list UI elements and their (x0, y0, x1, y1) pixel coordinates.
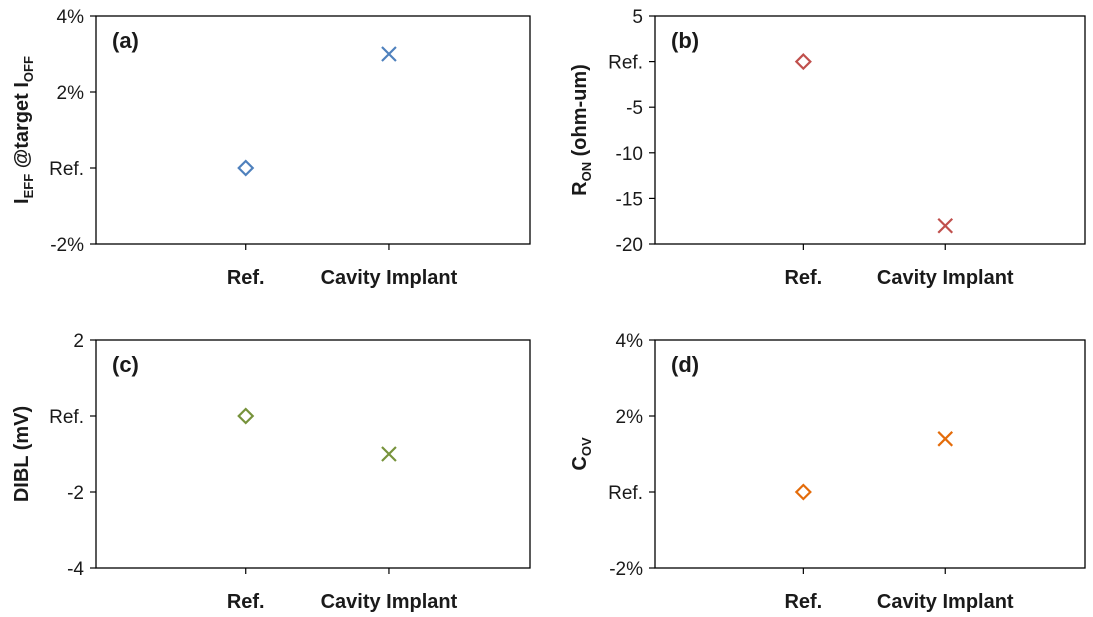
y-tick-label: 2% (57, 83, 85, 104)
y-tick-label: -4 (67, 559, 84, 580)
y-axis-label-part: (ohm-um) (569, 64, 591, 162)
y-tick-label: Ref. (608, 53, 643, 74)
x-category-label: Ref. (784, 591, 822, 613)
y-tick-label: -2 (67, 483, 84, 504)
data-point-ref-diamond (794, 53, 812, 71)
y-axis-label: DIBL (mV) (11, 406, 33, 502)
y-tick-label: 4% (57, 7, 85, 28)
y-tick-label: -20 (616, 235, 643, 256)
panel-label: (d) (671, 352, 699, 377)
x-category-label: Ref. (227, 591, 265, 613)
panel-label: (b) (671, 28, 699, 53)
y-tick-label: 2% (616, 407, 644, 428)
data-point-ref-diamond (237, 407, 255, 425)
y-tick-label: -10 (616, 144, 643, 165)
y-axis-label-part: I (11, 198, 33, 204)
y-tick-label: -15 (616, 189, 643, 210)
y-axis-label-part: DIBL (mV) (11, 406, 33, 502)
y-axis-label-subscript: ON (579, 162, 594, 182)
data-point-cavity-x (381, 46, 397, 62)
x-category-label: Ref. (227, 267, 265, 289)
x-category-label: Cavity Implant (321, 267, 458, 289)
plot-frame (95, 339, 531, 569)
y-tick-label: 2 (73, 331, 84, 352)
y-tick-label: -5 (626, 98, 643, 119)
data-point-ref-diamond (794, 483, 812, 501)
y-axis-label: RON (ohm-um) (569, 64, 594, 196)
plot-frame (654, 15, 1086, 245)
y-tick-label: Ref. (49, 407, 84, 428)
panel-label: (c) (112, 352, 139, 377)
y-axis-label-subscript: EFF (21, 174, 36, 199)
y-tick-label: -2% (50, 235, 84, 256)
x-category-label: Cavity Implant (877, 591, 1014, 613)
x-category-label: Cavity Implant (877, 267, 1014, 289)
data-point-cavity-x (937, 217, 954, 234)
plot-frame (654, 339, 1086, 569)
y-tick-label: Ref. (608, 483, 643, 504)
y-tick-label: -2% (609, 559, 643, 580)
panel-c: -4 -2 Ref. 2 Ref. Cavity Implant (c) DIBL (mV) (11, 331, 531, 613)
y-axis-label-subscript: OV (579, 437, 594, 456)
data-point-cavity-x (381, 446, 397, 462)
y-axis-label: IEFF @target IOFF (11, 56, 36, 204)
y-axis-label-subscript: OFF (21, 56, 36, 82)
y-axis-label-part: C (569, 456, 591, 470)
y-axis-label-part: R (569, 181, 591, 196)
x-category-label: Ref. (784, 267, 822, 289)
y-axis-label-part: @target I (11, 82, 33, 174)
panel-d: -2% Ref. 2% 4% Ref. Cavity Implant (d) COV (569, 331, 1086, 613)
y-tick-label: 5 (632, 7, 643, 28)
y-axis-label: COV (569, 437, 594, 471)
data-point-ref-diamond (237, 159, 255, 177)
plot-frame (95, 15, 531, 245)
x-category-label: Cavity Implant (321, 591, 458, 613)
panel-a: -2% Ref. 2% 4% Ref. Cavity Implant (a) IEFF @ta… (11, 7, 531, 289)
y-tick-label: Ref. (49, 159, 84, 180)
panel-label: (a) (112, 28, 139, 53)
data-point-cavity-x (937, 431, 954, 447)
panel-b: -20 -15 -10 -5 Ref. 5 Ref. Cavity Implant (b) RON… (569, 7, 1086, 289)
y-tick-label: 4% (616, 331, 644, 352)
